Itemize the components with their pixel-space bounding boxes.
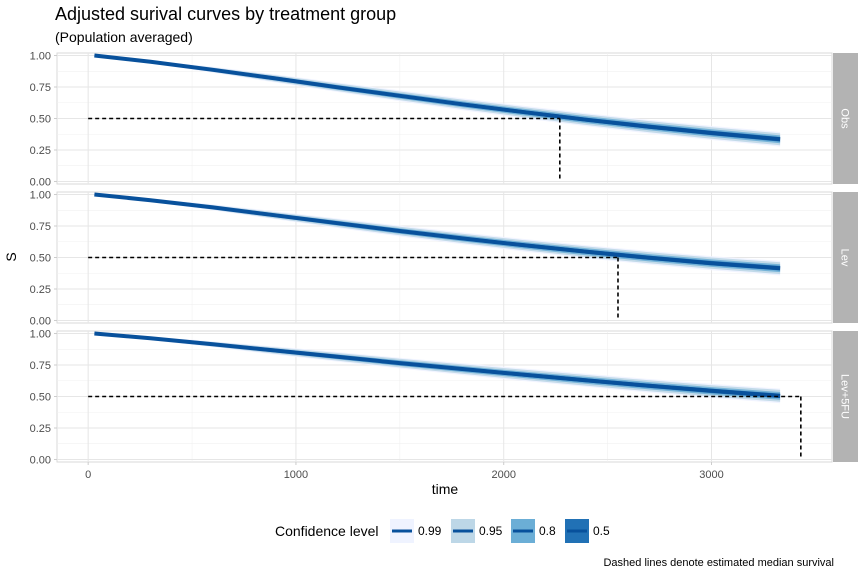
facet-strip-label: Obs: [839, 108, 851, 129]
x-tick-label: 1000: [284, 469, 308, 481]
y-tick-label: 0.50: [30, 392, 51, 404]
chart-title: Adjusted surival curves by treatment gro…: [55, 4, 396, 24]
facet-strip: [833, 331, 858, 462]
legend: Confidence level 0.99 0.95 0.8 0.5: [275, 519, 610, 543]
x-axis: 0 1000 2000 3000: [85, 462, 724, 481]
survival-curve: [94, 192, 781, 271]
y-tick-label: 0.25: [30, 145, 51, 157]
y-tick-label: 0.00: [30, 176, 51, 188]
x-tick-label: 0: [85, 469, 91, 481]
legend-label-0.8: 0.8: [539, 524, 556, 538]
panel-obs: 0.00 0.25 0.50 0.75 1.00 Obs: [30, 51, 858, 188]
y-tick-label: 1.00: [30, 329, 51, 341]
facet-strip: [833, 53, 858, 184]
y-tick-label: 0.25: [30, 284, 51, 296]
legend-title: Confidence level: [275, 523, 379, 539]
caption: Dashed lines denote estimated median sur…: [603, 557, 834, 569]
facet-panels: 0.00 0.25 0.50 0.75 1.00 Obs 0.00 0.25 0.50 0.75 1…: [30, 51, 858, 466]
y-axis-title: S: [3, 252, 19, 261]
x-axis-title: time: [432, 481, 459, 497]
y-tick-label: 0.75: [30, 82, 51, 94]
y-tick-label: 0.75: [30, 360, 51, 372]
y-tick-label: 0.25: [30, 423, 51, 435]
y-tick-label: 0.00: [30, 315, 51, 327]
legend-label-0.95: 0.95: [479, 524, 503, 538]
survival-curve: [94, 53, 781, 142]
y-tick-label: 0.00: [30, 454, 51, 466]
facet-strip: [833, 192, 858, 323]
legend-label-0.99: 0.99: [418, 524, 442, 538]
chart-subtitle: (Population averaged): [55, 29, 193, 45]
facet-strip-label: Lev: [839, 249, 851, 267]
y-tick-label: 0.75: [30, 221, 51, 233]
panel-lev-5fu: 0.00 0.25 0.50 0.75 1.00 Lev+5FU: [30, 329, 858, 466]
y-tick-label: 1.00: [30, 190, 51, 202]
y-tick-label: 0.50: [30, 253, 51, 265]
x-tick-label: 2000: [491, 469, 515, 481]
x-tick-label: 3000: [699, 469, 723, 481]
panel-lev: 0.00 0.25 0.50 0.75 1.00 Lev: [30, 190, 858, 327]
facet-strip-label: Lev+5FU: [839, 374, 851, 419]
legend-label-0.5: 0.5: [593, 524, 610, 538]
y-tick-label: 1.00: [30, 51, 51, 63]
survival-curve: [94, 331, 781, 398]
y-tick-label: 0.50: [30, 114, 51, 126]
